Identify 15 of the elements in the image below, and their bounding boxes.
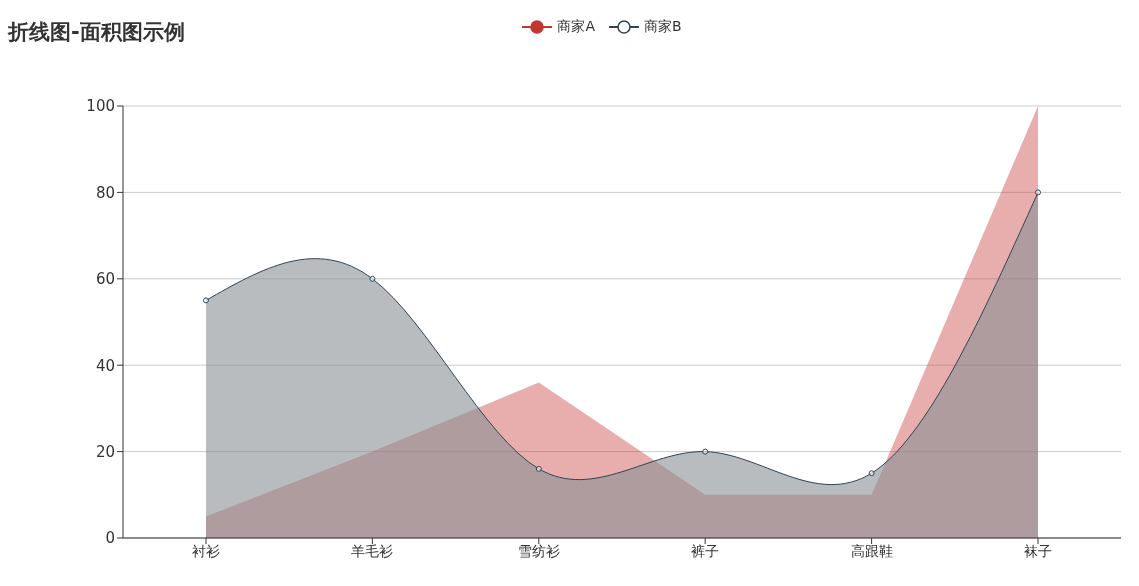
- x-tick-label: 衬衫: [192, 542, 220, 559]
- legend-label: 商家A: [557, 18, 595, 36]
- y-tick-label: 60: [95, 270, 115, 289]
- legend-label: 商家B: [643, 18, 682, 36]
- y-tick-label: 20: [95, 442, 115, 461]
- x-tick-label: 雪纺衫: [517, 542, 560, 559]
- x-tick-label: 裤子: [691, 542, 720, 559]
- x-tick-label: 羊毛衫: [351, 542, 394, 559]
- x-tick-label: 高跟鞋: [850, 542, 893, 559]
- y-tick-label: 0: [105, 529, 115, 548]
- chart-title: 折线图-面积图示例: [8, 19, 185, 46]
- y-tick-label: 80: [95, 183, 115, 202]
- x-tick-label: 袜子: [1024, 542, 1052, 559]
- y-tick-label: 100: [86, 97, 115, 116]
- y-tick-label: 40: [95, 356, 115, 375]
